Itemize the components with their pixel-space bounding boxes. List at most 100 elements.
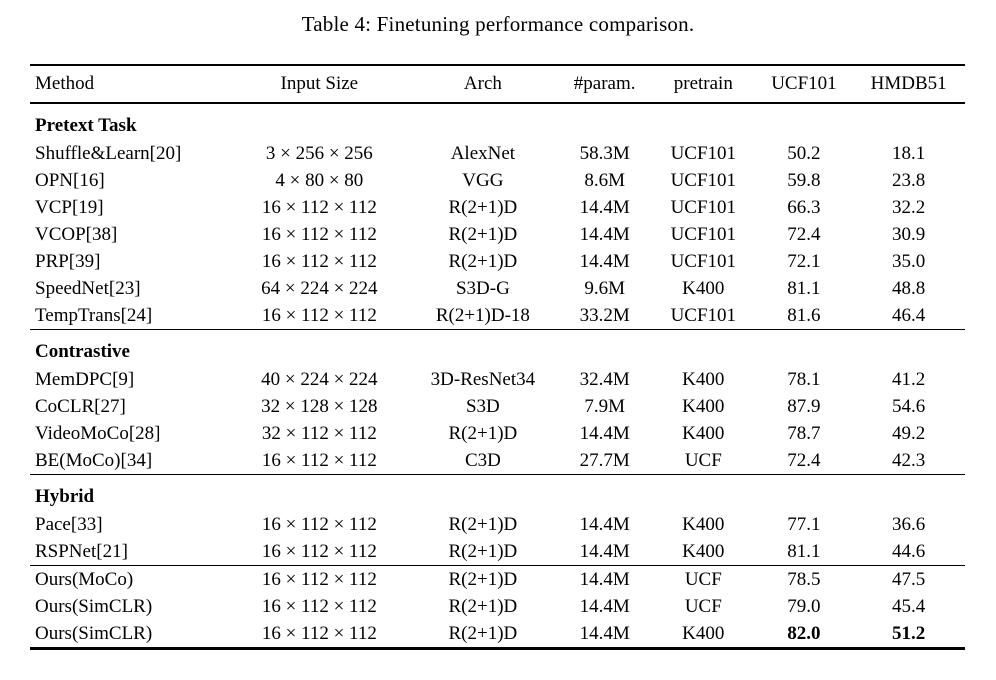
cell: 46.4 [891,304,926,326]
cell: 66.3 [787,196,821,218]
cell: K400 [682,395,725,417]
column-header-param: #param. [573,73,636,94]
cell: 16 × 112 × 112 [261,250,377,272]
cell: 72.1 [787,250,821,272]
cell: 32 × 112 × 112 [261,422,377,444]
table-row: Ours(MoCo) 16 × 112 × 112 R(2+1)D 14.4M UCF 7… [30,565,965,593]
table-row: PRP[39] 16 × 112 × 112 R(2+1)D 14.4M UCF101 7… [30,248,965,275]
cell: C3D [464,449,501,471]
cell: 79.0 [787,595,821,617]
cell: 14.4M [558,565,651,593]
header-row: Method Input Size Arch #param. pretrain UCF10… [30,65,965,103]
cell: K400 [682,513,725,535]
cell: 14.4M [579,513,630,535]
cell: 32.2 [891,196,926,218]
cell: 8.6M [584,169,625,191]
cell: OPN[16] [35,169,105,191]
cell: 47.5 [852,565,965,593]
cell: 81.1 [787,540,821,562]
column-header-pretrain: pretrain [673,73,733,94]
cell: 45.4 [891,595,926,617]
cell: 44.6 [891,540,926,562]
cell: 78.1 [787,368,821,390]
cell: UCF [684,595,722,617]
cell: VCOP[38] [35,223,118,245]
column-header-arch: Arch [463,73,502,94]
section-label: Contrastive [30,329,965,366]
column-header-hmdb51: HMDB51 [870,73,947,94]
cell: 72.4 [787,223,821,245]
cell: 4 × 80 × 80 [275,169,364,191]
cell: R(2+1)D [448,622,518,644]
cell: K400 [682,277,725,299]
cell: 81.6 [787,304,821,326]
table-section: Contrastive MemDPC[9] 40 × 224 × 224 3D-Res… [30,329,965,475]
cell: K400 [682,368,725,390]
column-header-method: Method [35,73,95,94]
cell: R(2+1)D [448,223,518,245]
table-section: Ours(MoCo) 16 × 112 × 112 R(2+1)D 14.4M UCF 7… [30,565,965,649]
cell: R(2+1)D [448,196,518,218]
cell: 16 × 112 × 112 [261,595,377,617]
cell: UCF101 [670,304,737,326]
cell: UCF101 [670,223,737,245]
section-label: Hybrid [30,474,965,511]
cell: 14.4M [579,196,630,218]
cell: 54.6 [891,395,926,417]
cell: CoCLR[27] [35,395,126,417]
cell: 14.4M [579,223,630,245]
cell: 42.3 [891,449,926,471]
table-row: BE(MoCo)[34] 16 × 112 × 112 C3D 27.7M UCF 72.… [30,447,965,475]
cell: 40 × 224 × 224 [261,368,378,390]
cell: 27.7M [579,449,630,471]
cell: Ours(SimCLR) [35,622,153,644]
cell: 77.1 [787,513,821,535]
cell: MemDPC[9] [35,368,135,390]
cell: 16 × 112 × 112 [261,513,377,535]
table-row: MemDPC[9] 40 × 224 × 224 3D-ResNet34 32.4M K… [30,366,965,393]
cell: 30.9 [891,223,926,245]
cell: TempTrans[24] [35,304,153,326]
cell: 18.1 [891,142,926,164]
table-row: VideoMoCo[28] 32 × 112 × 112 R(2+1)D 14.4M K… [30,420,965,447]
table-row: VCOP[38] 16 × 112 × 112 R(2+1)D 14.4M UCF101… [30,221,965,248]
cell: 78.7 [787,422,821,444]
cell: 72.4 [787,449,821,471]
cell: 41.2 [891,368,926,390]
table-row: Shuffle&Learn[20] 3 × 256 × 256 AlexNet 58.… [30,140,965,167]
cell: 87.9 [787,395,821,417]
cell: VGG [462,169,504,191]
cell: 16 × 112 × 112 [261,304,377,326]
table-row: SpeedNet[23] 64 × 224 × 224 S3D-G 9.6M K400 8… [30,275,965,302]
table-head: Method Input Size Arch #param. pretrain UCF10… [30,65,965,103]
cell: 49.2 [891,422,926,444]
column-header-input-size: Input Size [280,73,359,94]
cell: S3D [465,395,500,417]
cell: 35.0 [891,250,926,272]
cell: 9.6M [584,277,625,299]
cell: 78.5 [755,565,853,593]
cell: 14.4M [579,622,630,644]
cell: 14.4M [579,422,630,444]
cell: 82.0 [787,622,821,644]
cell: R(2+1)D [407,565,559,593]
cell: UCF [650,565,756,593]
cell: UCF101 [670,142,737,164]
table-row: Ours(SimCLR) 16 × 112 × 112 R(2+1)D 14.4M UC… [30,593,965,620]
cell: K400 [682,622,725,644]
table-row: CoCLR[27] 32 × 128 × 128 S3D 7.9M K400 87.9 54… [30,393,965,420]
section-header-row: Contrastive [30,329,965,366]
cell: UCF101 [670,196,737,218]
cell: UCF101 [670,169,737,191]
cell: 64 × 224 × 224 [261,277,378,299]
cell: K400 [682,540,725,562]
cell: S3D-G [455,277,510,299]
results-table: Method Input Size Arch #param. pretrain UCF10… [30,64,965,650]
cell: 14.4M [579,250,630,272]
cell: R(2+1)D [448,595,518,617]
table-section: Pretext Task Shuffle&Learn[20] 3 × 256 × 2… [30,103,965,330]
cell: SpeedNet[23] [35,277,141,299]
cell: 32 × 128 × 128 [261,395,378,417]
cell: 81.1 [787,277,821,299]
section-header-row: Pretext Task [30,103,965,140]
